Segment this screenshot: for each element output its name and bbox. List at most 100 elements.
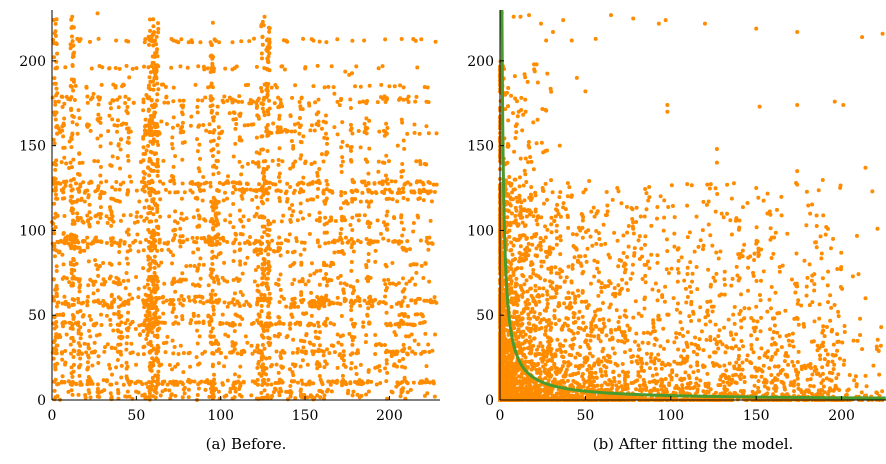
scatter-point (329, 64, 334, 69)
scatter-point (118, 342, 123, 347)
scatter-point (309, 123, 314, 128)
scatter-point (422, 320, 427, 325)
scatter-point (345, 143, 350, 148)
scatter-point (136, 249, 141, 254)
scatter-point (87, 39, 92, 44)
scatter-point (812, 282, 817, 287)
scatter-point (123, 321, 128, 326)
scatter-point (76, 108, 81, 113)
scatter-point (110, 214, 115, 219)
scatter-point (70, 297, 75, 302)
scatter-point (195, 235, 200, 240)
scatter-point (130, 66, 135, 71)
scatter-point (655, 253, 660, 258)
scatter-point (89, 350, 94, 355)
scatter-point (710, 309, 715, 314)
scatter-point (319, 295, 324, 300)
scatter-point (230, 97, 235, 102)
scatter-point (142, 184, 147, 189)
scatter-point (142, 301, 147, 306)
scatter-point (414, 180, 419, 185)
scatter-point (335, 295, 340, 300)
scatter-point (110, 185, 115, 190)
scatter-point (175, 382, 180, 387)
scatter-point (76, 296, 81, 301)
scatter-point (69, 388, 74, 393)
scatter-point (243, 83, 248, 88)
scatter-point (367, 201, 372, 206)
scatter-point (54, 304, 59, 309)
scatter-point (415, 65, 420, 70)
scatter-point (277, 377, 282, 382)
scatter-point (70, 120, 75, 125)
scatter-point (109, 292, 114, 297)
scatter-point (315, 194, 320, 199)
scatter-point (198, 276, 203, 281)
scatter-point (309, 261, 314, 266)
scatter-point (260, 106, 265, 111)
scatter-point (87, 376, 92, 381)
scatter-point (428, 298, 433, 303)
scatter-point (70, 187, 75, 192)
scatter-point (95, 386, 100, 391)
scatter-point (255, 288, 260, 293)
scatter-point (402, 146, 407, 151)
scatter-point (298, 364, 303, 369)
scatter-point (59, 160, 64, 165)
scatter-point (71, 88, 76, 93)
scatter-point (53, 21, 58, 26)
scatter-point (285, 181, 290, 186)
scatter-point (52, 298, 57, 303)
scatter-point (180, 120, 185, 125)
scatter-point (60, 301, 65, 306)
scatter-point (77, 364, 81, 369)
scatter-point (178, 234, 183, 239)
scatter-point (141, 345, 146, 350)
scatter-point (323, 131, 328, 136)
scatter-point (153, 319, 158, 324)
scatter-point (291, 304, 296, 309)
scatter-point (307, 232, 312, 237)
scatter-point (287, 206, 292, 211)
scatter-point (60, 374, 65, 379)
scatter-point (125, 140, 130, 145)
scatter-point (238, 247, 243, 252)
scatter-point (54, 264, 59, 269)
scatter-point (294, 236, 299, 241)
scatter-point (178, 301, 183, 306)
scatter-point (109, 346, 114, 351)
scatter-point (144, 198, 149, 203)
scatter-point (339, 193, 344, 198)
scatter-point (690, 279, 695, 284)
scatter-point (576, 370, 581, 375)
x-tick-label: 200 (376, 408, 403, 424)
scatter-point (306, 279, 311, 284)
scatter-point (199, 236, 204, 241)
scatter-point (191, 250, 196, 255)
scatter-point (674, 307, 679, 312)
scatter-point (127, 75, 132, 80)
scatter-point (189, 114, 194, 119)
scatter-point (432, 394, 437, 399)
scatter-point (399, 387, 404, 392)
scatter-point (820, 178, 825, 183)
scatter-point (113, 66, 118, 71)
scatter-point (153, 121, 157, 126)
scatter-point (326, 84, 331, 89)
scatter-point (616, 189, 621, 194)
scatter-point (53, 377, 58, 382)
scatter-point (350, 242, 355, 247)
scatter-point (197, 142, 202, 147)
scatter-point (266, 131, 271, 136)
scatter-point (357, 378, 362, 383)
scatter-point (153, 274, 158, 279)
scatter-point (180, 112, 185, 117)
scatter-point (596, 270, 601, 275)
scatter-point (239, 394, 244, 399)
scatter-point (343, 190, 348, 195)
scatter-point (565, 215, 570, 220)
scatter-point (176, 40, 181, 45)
scatter-point (426, 131, 431, 136)
scatter-point (61, 312, 66, 317)
scatter-point (87, 202, 92, 207)
